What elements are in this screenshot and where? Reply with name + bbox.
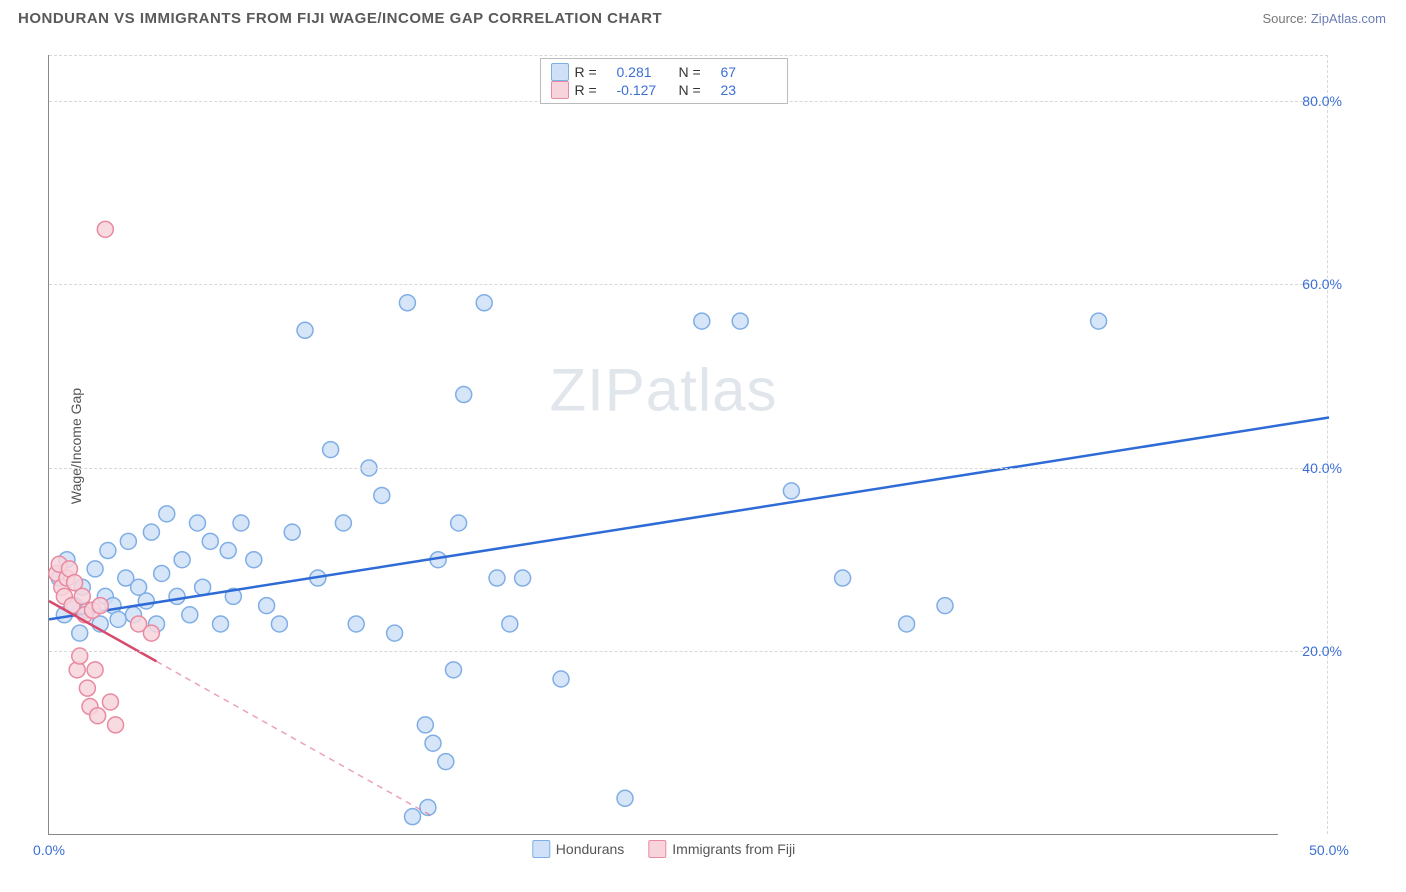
- data-point: [732, 313, 748, 329]
- data-point: [92, 598, 108, 614]
- x-tick-label: 0.0%: [33, 842, 65, 858]
- series-legend: Hondurans Immigrants from Fiji: [532, 840, 795, 858]
- data-point: [79, 680, 95, 696]
- data-point: [425, 735, 441, 751]
- data-point: [143, 625, 159, 641]
- data-point: [515, 570, 531, 586]
- data-point: [182, 607, 198, 623]
- x-tick-label: 50.0%: [1309, 842, 1349, 858]
- data-point: [74, 588, 90, 604]
- data-point: [100, 543, 116, 559]
- data-point: [108, 717, 124, 733]
- data-point: [335, 515, 351, 531]
- data-point: [456, 387, 472, 403]
- data-point: [195, 579, 211, 595]
- swatch-hondurans: [551, 63, 569, 81]
- data-point: [143, 524, 159, 540]
- data-point: [233, 515, 249, 531]
- data-point: [72, 625, 88, 641]
- data-point: [102, 694, 118, 710]
- source-link[interactable]: ZipAtlas.com: [1311, 11, 1386, 26]
- data-point: [835, 570, 851, 586]
- data-point: [174, 552, 190, 568]
- data-point: [502, 616, 518, 632]
- data-point: [399, 295, 415, 311]
- data-point: [220, 543, 236, 559]
- data-point: [783, 483, 799, 499]
- data-point: [438, 754, 454, 770]
- trend-line-dashed: [157, 661, 433, 816]
- gridline: [49, 468, 1328, 469]
- data-point: [189, 515, 205, 531]
- data-point: [120, 533, 136, 549]
- data-point: [87, 561, 103, 577]
- data-point: [1091, 313, 1107, 329]
- y-tick-label: 40.0%: [1302, 460, 1342, 476]
- data-point: [202, 533, 218, 549]
- header: HONDURAN VS IMMIGRANTS FROM FIJI WAGE/IN…: [0, 0, 1406, 33]
- legend-item-fiji: Immigrants from Fiji: [648, 840, 795, 858]
- data-point: [97, 221, 113, 237]
- chart-title: HONDURAN VS IMMIGRANTS FROM FIJI WAGE/IN…: [18, 10, 662, 27]
- data-point: [937, 598, 953, 614]
- data-point: [271, 616, 287, 632]
- data-point: [451, 515, 467, 531]
- data-point: [899, 616, 915, 632]
- chart-right-border: [1327, 55, 1328, 834]
- y-tick-label: 60.0%: [1302, 276, 1342, 292]
- data-point: [259, 598, 275, 614]
- data-point: [154, 565, 170, 581]
- y-tick-label: 80.0%: [1302, 93, 1342, 109]
- data-point: [169, 588, 185, 604]
- data-point: [489, 570, 505, 586]
- data-point: [617, 790, 633, 806]
- data-point: [553, 671, 569, 687]
- data-point: [374, 487, 390, 503]
- y-tick-label: 20.0%: [1302, 643, 1342, 659]
- data-point: [405, 809, 421, 825]
- data-point: [90, 708, 106, 724]
- data-point: [87, 662, 103, 678]
- data-point: [445, 662, 461, 678]
- data-point: [159, 506, 175, 522]
- swatch-fiji-icon: [648, 840, 666, 858]
- data-point: [110, 611, 126, 627]
- data-point: [284, 524, 300, 540]
- data-point: [213, 616, 229, 632]
- legend-row-fiji: R = -0.127 N = 23: [551, 81, 777, 99]
- scatter-chart: R = 0.281 N = 67 R = -0.127 N = 23 ZIPat…: [48, 55, 1278, 835]
- legend-row-hondurans: R = 0.281 N = 67: [551, 63, 777, 81]
- data-point: [417, 717, 433, 733]
- data-point: [246, 552, 262, 568]
- swatch-hondurans-icon: [532, 840, 550, 858]
- data-point: [476, 295, 492, 311]
- data-point: [323, 442, 339, 458]
- data-point: [694, 313, 710, 329]
- gridline: [49, 284, 1328, 285]
- swatch-fiji: [551, 81, 569, 99]
- legend-item-hondurans: Hondurans: [532, 840, 625, 858]
- data-point: [348, 616, 364, 632]
- data-point: [138, 593, 154, 609]
- plot-svg: [49, 55, 1278, 834]
- correlation-legend: R = 0.281 N = 67 R = -0.127 N = 23: [540, 58, 788, 104]
- data-point: [387, 625, 403, 641]
- gridline: [49, 651, 1328, 652]
- data-point: [297, 322, 313, 338]
- source-attribution: Source: ZipAtlas.com: [1262, 11, 1386, 26]
- data-point: [72, 648, 88, 664]
